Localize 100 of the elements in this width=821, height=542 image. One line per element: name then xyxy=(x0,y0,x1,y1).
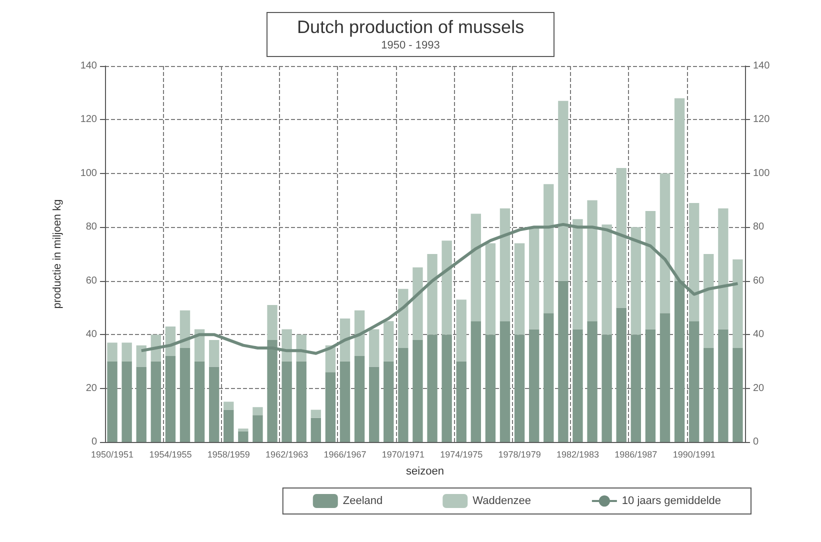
y-tick-label: 0 xyxy=(91,436,98,448)
bar xyxy=(267,340,278,442)
x-tick-label: 1978/1979 xyxy=(498,450,541,460)
bar xyxy=(645,329,656,442)
x-tick-label: 1966/1967 xyxy=(324,450,366,460)
bar xyxy=(224,402,234,410)
bar xyxy=(194,361,205,442)
y-tick-label: 140 xyxy=(80,60,98,72)
line-series xyxy=(140,222,740,355)
y-tick-label: 120 xyxy=(80,114,98,126)
bar xyxy=(398,348,408,442)
bar xyxy=(529,329,540,442)
x-axis-title: seizoen xyxy=(406,466,444,478)
y-tick-label: 40 xyxy=(86,329,98,340)
y2-tick-label: 120 xyxy=(753,114,770,126)
bar xyxy=(122,361,132,442)
bar xyxy=(165,356,176,442)
bar xyxy=(587,200,598,322)
bar xyxy=(704,254,714,348)
bar xyxy=(630,334,641,442)
bar xyxy=(456,300,466,362)
x-tick-label: 1990/1991 xyxy=(672,450,716,460)
bar xyxy=(485,243,496,335)
bar xyxy=(470,321,481,442)
bar xyxy=(616,168,626,308)
bar xyxy=(136,345,146,367)
bar xyxy=(558,280,568,442)
bar xyxy=(209,366,220,442)
bar xyxy=(296,361,306,442)
bar xyxy=(630,227,641,335)
y2-tick-label: 80 xyxy=(753,222,765,233)
bar xyxy=(340,318,350,362)
bar xyxy=(544,313,554,442)
x-tick-label: 1950/1951 xyxy=(91,450,134,460)
y2-tick-label: 0 xyxy=(753,436,759,448)
bar xyxy=(485,334,496,442)
bar xyxy=(282,361,292,442)
y-tick-label: 60 xyxy=(86,275,98,286)
legend-label: Zeeland xyxy=(342,495,383,507)
bar xyxy=(150,361,161,442)
bar xyxy=(122,342,132,362)
bar xyxy=(427,334,438,442)
bar xyxy=(180,310,190,348)
bar xyxy=(660,173,670,314)
bar xyxy=(732,259,743,348)
bar xyxy=(252,415,263,442)
bar xyxy=(412,267,423,340)
legend-label: Waddenzee xyxy=(472,495,531,507)
bar xyxy=(136,366,146,442)
bar xyxy=(384,321,394,362)
bar xyxy=(325,372,336,442)
y2-tick-label: 140 xyxy=(753,60,770,72)
bar xyxy=(544,184,554,314)
bar xyxy=(660,313,670,442)
bar xyxy=(224,410,234,442)
bar xyxy=(384,361,394,442)
bar xyxy=(558,100,568,281)
bar xyxy=(209,340,220,367)
y-axis-title: productie in miljoen kg xyxy=(52,199,64,309)
bar xyxy=(616,308,626,442)
legend-label: 10 jaars gemiddelde xyxy=(622,495,722,507)
bar xyxy=(602,224,612,335)
bar xyxy=(689,202,700,322)
y-tick-label: 20 xyxy=(86,382,98,394)
x-tick-label: 1954/1955 xyxy=(149,450,192,460)
bar xyxy=(674,98,685,281)
y2-tick-label: 60 xyxy=(753,275,765,286)
bar xyxy=(674,280,685,442)
bar xyxy=(369,329,380,367)
bar xyxy=(704,348,714,442)
bar xyxy=(587,321,598,442)
bar xyxy=(529,227,540,330)
bar xyxy=(252,407,263,416)
bar xyxy=(602,334,612,442)
bar xyxy=(282,329,292,362)
bar xyxy=(107,342,118,362)
bar xyxy=(718,208,728,330)
y2-tick-label: 40 xyxy=(753,329,765,340)
x-tick-label: 1970/1971 xyxy=(382,450,424,460)
bar xyxy=(238,428,248,432)
bar xyxy=(500,321,510,442)
bar xyxy=(107,361,118,442)
bar xyxy=(572,219,583,330)
bar xyxy=(354,310,365,356)
bar xyxy=(442,240,452,335)
bar xyxy=(456,361,466,442)
y-tick-label: 80 xyxy=(86,222,98,233)
bar xyxy=(180,348,190,442)
bar xyxy=(645,211,656,330)
bar xyxy=(427,254,438,335)
bar xyxy=(340,361,350,442)
bar xyxy=(412,340,423,442)
x-tick-label: 1982/1983 xyxy=(556,450,599,460)
bar xyxy=(470,214,481,322)
bar xyxy=(398,288,408,348)
bar xyxy=(689,321,700,442)
y2-tick-label: 100 xyxy=(753,168,770,179)
x-tick-label: 1974/1975 xyxy=(440,450,483,460)
bar xyxy=(572,329,583,442)
x-tick-label: 1962/1963 xyxy=(266,450,308,460)
